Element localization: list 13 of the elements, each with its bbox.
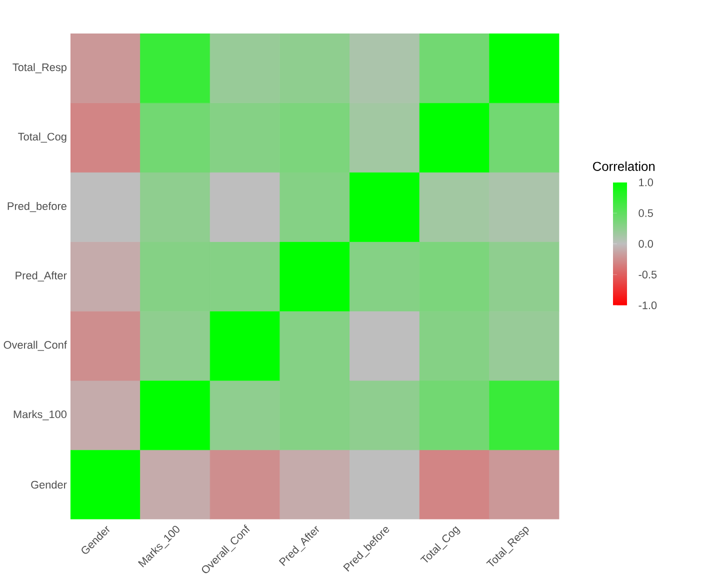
y-tick-label: Overall_Conf [4,340,67,351]
y-tick-label: Pred_before [8,202,66,212]
y-tick-label: Total_Cog [18,132,66,143]
color-bar-title: Correlation [593,161,655,171]
y-tick-label: Pred_After [16,271,67,282]
y-tick-label: Total_Resp [12,63,66,74]
color-bar-label: -0.5 [638,270,657,278]
color-bar-label: 0.5 [638,209,653,217]
y-tick-label: Gender [31,480,67,489]
color-bar-label: 0.0 [638,240,653,248]
color-bar-label: -1.0 [638,301,657,310]
y-tick-label: Marks_100 [14,410,67,420]
color-bar-label: 1.0 [639,178,653,186]
